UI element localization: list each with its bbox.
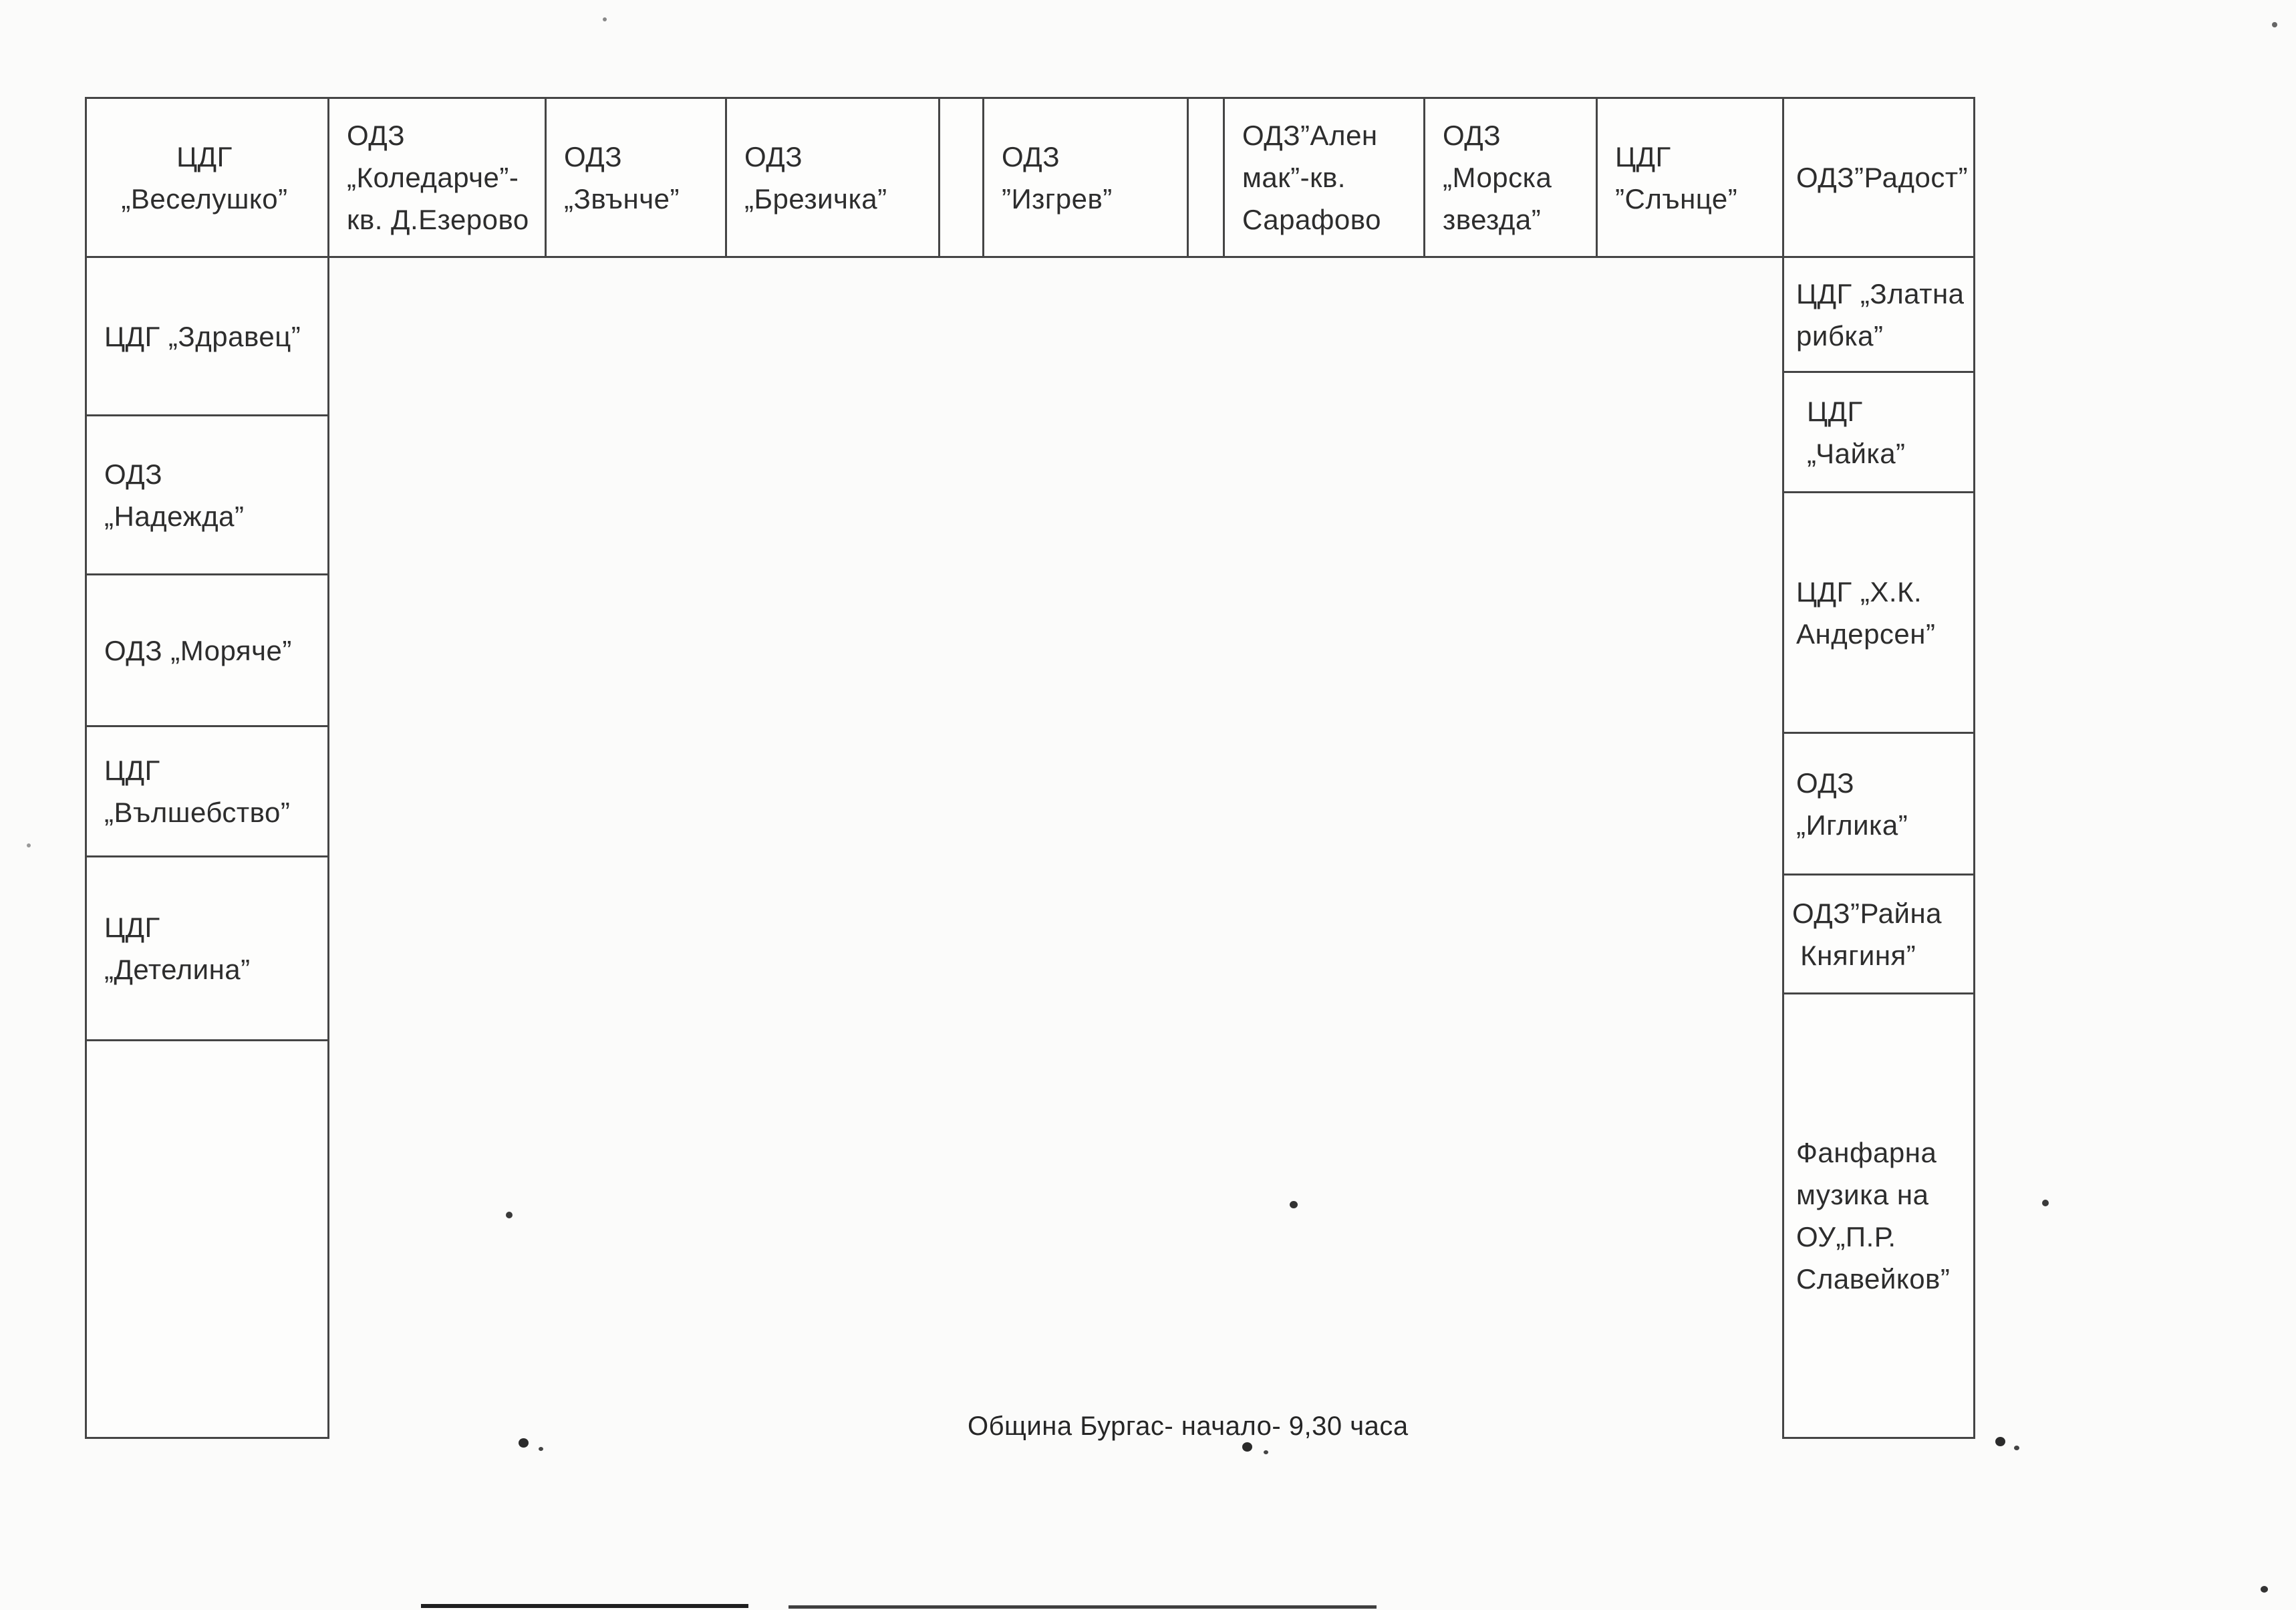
scan-streak [421,1604,748,1608]
header-cell-zvanche: ОДЗ „Звънче” [545,97,727,258]
right-cell-rayna-knyaginya: ОДЗ”Райна Княгиня” [1782,874,1975,994]
scan-speck [1995,1437,2005,1446]
left-cell-zdravets: ЦДГ „Здравец” [85,256,329,416]
right-cell-zlatna-ribka: ЦДГ „Златна рибка” [1782,256,1975,373]
left-cell-detelina: ЦДГ „Детелина” [85,855,329,1041]
header-cell-koledarche: ОДЗ „Коледарче”- кв. Д.Езерово [327,97,547,258]
scan-speck [2261,1586,2268,1593]
header-cell-radost: ОДЗ”Радост” [1782,97,1975,258]
header-spacer-cell-2 [1187,97,1225,258]
scan-streak [788,1605,1377,1609]
right-cell-chayka: ЦДГ „Чайка” [1782,371,1975,493]
header-cell-veselushko: ЦДГ „Веселушко” [85,97,329,258]
header-spacer-cell-1 [938,97,984,258]
header-cell-brezichka: ОДЗ „Брезичка” [725,97,940,258]
left-cell-valshebstvo: ЦДГ „Вълшебство” [85,725,329,857]
scan-speck [27,843,31,847]
header-cell-morska-zvezda: ОДЗ „Морска звезда” [1423,97,1598,258]
scan-speck [2272,22,2277,27]
scan-speck [603,17,607,21]
scan-speck [1242,1442,1252,1452]
header-cell-slantse: ЦДГ ”Слънце” [1596,97,1784,258]
right-cell-fanfarna-muzika: Фанфарна музика на ОУ„П.Р. Славейков” [1782,992,1975,1439]
right-cell-iglika: ОДЗ „Иглика” [1782,732,1975,876]
scan-speck [519,1438,529,1448]
left-cell-empty [85,1039,329,1439]
scan-speck [1290,1201,1298,1208]
scan-speck [539,1447,543,1451]
scan-speck [506,1212,513,1218]
scan-speck [1264,1450,1268,1454]
left-cell-moryache: ОДЗ „Моряче” [85,573,329,727]
left-cell-nadezhda: ОДЗ „Надежда” [85,414,329,575]
header-cell-alen-mak: ОДЗ”Ален мак”-кв. Сарафово [1223,97,1425,258]
header-cell-izgrev: ОДЗ ”Изгрев” [982,97,1189,258]
scan-speck [2014,1446,2019,1450]
caption-obshtina-burgas: Община Бургас- начало- 9,30 часа [968,1412,1409,1441]
right-cell-andersen: ЦДГ „Х.К. Андерсен” [1782,491,1975,734]
scan-speck [2042,1200,2049,1206]
